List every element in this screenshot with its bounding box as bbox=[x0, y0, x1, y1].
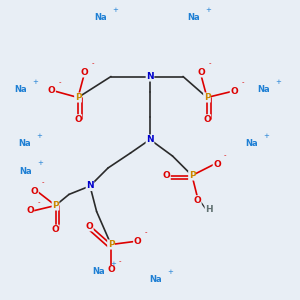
Text: -: - bbox=[118, 258, 121, 264]
Text: Na: Na bbox=[94, 14, 107, 22]
Text: O: O bbox=[203, 115, 211, 124]
Text: P: P bbox=[204, 93, 210, 102]
Text: O: O bbox=[85, 222, 93, 231]
Text: Na: Na bbox=[93, 267, 105, 276]
Text: +: + bbox=[37, 160, 43, 166]
Text: H: H bbox=[205, 206, 213, 214]
Text: Na: Na bbox=[258, 85, 270, 94]
Text: O: O bbox=[31, 187, 38, 196]
Text: -: - bbox=[42, 179, 44, 185]
Text: P: P bbox=[108, 240, 114, 249]
Text: N: N bbox=[146, 72, 154, 81]
Text: +: + bbox=[167, 269, 173, 275]
Text: O: O bbox=[134, 237, 141, 246]
Text: -: - bbox=[208, 61, 211, 67]
Text: O: O bbox=[52, 225, 59, 234]
Text: O: O bbox=[230, 87, 238, 96]
Text: O: O bbox=[80, 68, 88, 77]
Text: -: - bbox=[145, 230, 147, 236]
Text: Na: Na bbox=[150, 275, 162, 284]
Text: +: + bbox=[36, 133, 42, 139]
Text: -: - bbox=[91, 61, 94, 67]
Text: -: - bbox=[224, 152, 226, 158]
Text: O: O bbox=[194, 196, 201, 205]
Text: O: O bbox=[163, 171, 170, 180]
Text: Na: Na bbox=[15, 85, 27, 94]
Text: Na: Na bbox=[246, 140, 258, 148]
Text: N: N bbox=[86, 182, 94, 190]
Text: -: - bbox=[241, 80, 244, 85]
Text: -: - bbox=[59, 79, 61, 85]
Text: Na: Na bbox=[187, 14, 200, 22]
Text: O: O bbox=[197, 68, 205, 77]
Text: O: O bbox=[26, 206, 34, 215]
Text: -: - bbox=[37, 199, 40, 205]
Text: Na: Na bbox=[19, 167, 32, 176]
Text: O: O bbox=[74, 115, 82, 124]
Text: N: N bbox=[146, 135, 154, 144]
Text: +: + bbox=[263, 133, 269, 139]
Text: +: + bbox=[205, 7, 211, 13]
Text: P: P bbox=[189, 171, 195, 180]
Text: P: P bbox=[52, 201, 59, 210]
Text: O: O bbox=[48, 86, 56, 95]
Text: P: P bbox=[75, 93, 81, 102]
Text: +: + bbox=[275, 79, 281, 85]
Text: O: O bbox=[107, 266, 115, 274]
Text: O: O bbox=[213, 160, 221, 169]
Text: +: + bbox=[32, 79, 38, 85]
Text: Na: Na bbox=[18, 140, 31, 148]
Text: +: + bbox=[112, 7, 118, 13]
Text: +: + bbox=[110, 261, 116, 267]
